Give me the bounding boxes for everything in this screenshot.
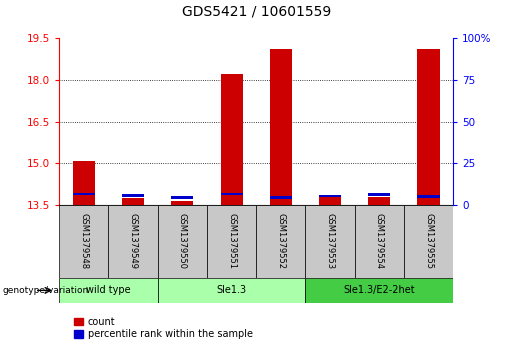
- Bar: [158, 278, 305, 303]
- Bar: [109, 205, 158, 278]
- Bar: [368, 197, 390, 205]
- Bar: [73, 192, 95, 195]
- Bar: [59, 205, 109, 278]
- Text: wild type: wild type: [86, 285, 131, 295]
- Text: GSM1379554: GSM1379554: [375, 213, 384, 269]
- Bar: [418, 49, 440, 205]
- Bar: [207, 205, 256, 278]
- Bar: [122, 194, 144, 197]
- Bar: [319, 195, 341, 205]
- Text: GSM1379551: GSM1379551: [227, 213, 236, 269]
- Text: GSM1379555: GSM1379555: [424, 213, 433, 269]
- Bar: [418, 195, 440, 198]
- Bar: [220, 192, 243, 195]
- Bar: [305, 205, 355, 278]
- Text: GDS5421 / 10601559: GDS5421 / 10601559: [182, 4, 331, 18]
- Bar: [270, 49, 292, 205]
- Bar: [220, 74, 243, 205]
- Text: genotype/variation: genotype/variation: [3, 286, 89, 295]
- Text: Sle1.3: Sle1.3: [216, 285, 247, 295]
- Text: GSM1379549: GSM1379549: [129, 213, 138, 269]
- Bar: [305, 278, 453, 303]
- Bar: [171, 201, 194, 205]
- Bar: [59, 278, 158, 303]
- Bar: [319, 195, 341, 197]
- Bar: [368, 193, 390, 196]
- Bar: [256, 205, 305, 278]
- Bar: [270, 196, 292, 199]
- Text: GSM1379553: GSM1379553: [325, 213, 335, 269]
- Bar: [158, 205, 207, 278]
- Bar: [404, 205, 453, 278]
- Legend: count, percentile rank within the sample: count, percentile rank within the sample: [74, 317, 253, 339]
- Bar: [122, 198, 144, 205]
- Text: GSM1379550: GSM1379550: [178, 213, 187, 269]
- Bar: [355, 205, 404, 278]
- Text: GSM1379552: GSM1379552: [277, 213, 285, 269]
- Text: GSM1379548: GSM1379548: [79, 213, 89, 269]
- Bar: [171, 196, 194, 199]
- Text: Sle1.3/E2-2het: Sle1.3/E2-2het: [344, 285, 415, 295]
- Bar: [73, 160, 95, 205]
